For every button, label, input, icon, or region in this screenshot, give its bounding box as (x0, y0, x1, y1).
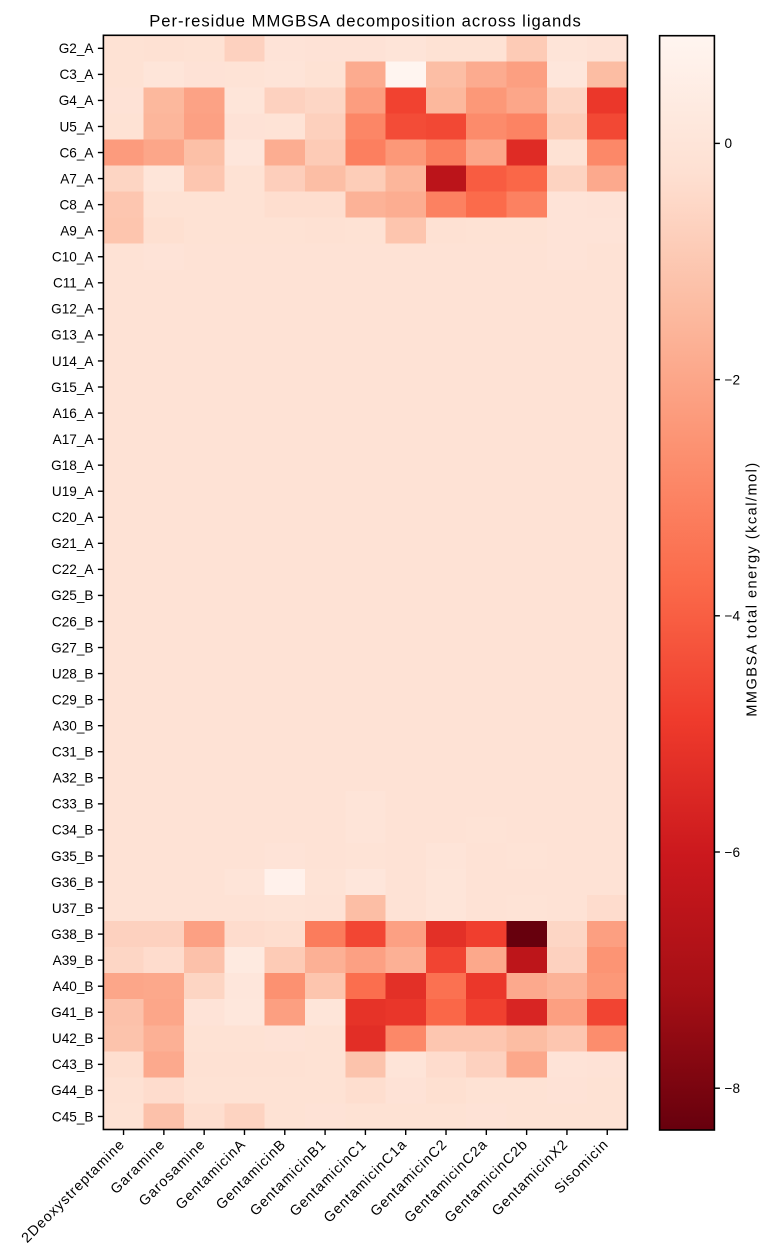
svg-text:G44_B: G44_B (51, 1083, 93, 1098)
svg-text:A40_B: A40_B (53, 979, 94, 994)
svg-text:0: 0 (725, 136, 733, 151)
svg-text:A39_B: A39_B (53, 953, 94, 968)
svg-text:U42_B: U42_B (52, 1031, 94, 1046)
svg-text:C22_A: C22_A (52, 562, 94, 577)
svg-text:G15_A: G15_A (51, 380, 94, 395)
svg-text:C31_B: C31_B (52, 745, 94, 760)
svg-text:U5_A: U5_A (59, 119, 94, 134)
svg-text:A17_A: A17_A (53, 432, 95, 447)
svg-text:−8: −8 (725, 1081, 741, 1096)
svg-text:G13_A: G13_A (51, 328, 94, 343)
svg-text:A7_A: A7_A (60, 171, 94, 186)
svg-text:G41_B: G41_B (51, 1005, 93, 1020)
svg-text:C45_B: C45_B (52, 1109, 94, 1124)
svg-text:G27_B: G27_B (51, 640, 93, 655)
svg-text:G35_B: G35_B (51, 849, 93, 864)
svg-text:G36_B: G36_B (51, 875, 93, 890)
svg-text:C34_B: C34_B (52, 823, 94, 838)
svg-text:MMGBSA total energy (kcal/mol): MMGBSA total energy (kcal/mol) (745, 461, 761, 716)
svg-text:C3_A: C3_A (59, 67, 94, 82)
svg-text:C11_A: C11_A (53, 276, 94, 291)
svg-text:−4: −4 (725, 609, 741, 624)
svg-text:−2: −2 (725, 372, 741, 387)
svg-text:C20_A: C20_A (52, 510, 94, 525)
svg-text:G4_A: G4_A (59, 93, 95, 108)
svg-text:U14_A: U14_A (52, 354, 94, 369)
svg-text:A30_B: A30_B (53, 718, 94, 733)
svg-text:U28_B: U28_B (52, 666, 94, 681)
svg-text:A32_B: A32_B (53, 771, 94, 786)
svg-text:−6: −6 (725, 845, 741, 860)
svg-text:G2_A: G2_A (59, 41, 95, 56)
svg-text:C29_B: C29_B (52, 692, 94, 707)
svg-text:A9_A: A9_A (60, 223, 94, 238)
svg-text:A16_A: A16_A (53, 406, 95, 421)
svg-text:G21_A: G21_A (51, 536, 94, 551)
svg-text:G25_B: G25_B (51, 588, 93, 603)
svg-text:C26_B: C26_B (52, 614, 94, 629)
svg-text:Per-residue MMGBSA decompositi: Per-residue MMGBSA decomposition across … (149, 11, 582, 30)
svg-text:U37_B: U37_B (52, 901, 94, 916)
svg-text:C8_A: C8_A (59, 197, 94, 212)
svg-text:C43_B: C43_B (52, 1057, 94, 1072)
svg-text:G38_B: G38_B (51, 927, 93, 942)
svg-text:C6_A: C6_A (59, 145, 94, 160)
svg-text:C33_B: C33_B (52, 797, 94, 812)
svg-text:G12_A: G12_A (51, 302, 94, 317)
svg-text:G18_A: G18_A (51, 458, 94, 473)
svg-text:U19_A: U19_A (52, 484, 94, 499)
svg-text:C10_A: C10_A (52, 250, 94, 265)
